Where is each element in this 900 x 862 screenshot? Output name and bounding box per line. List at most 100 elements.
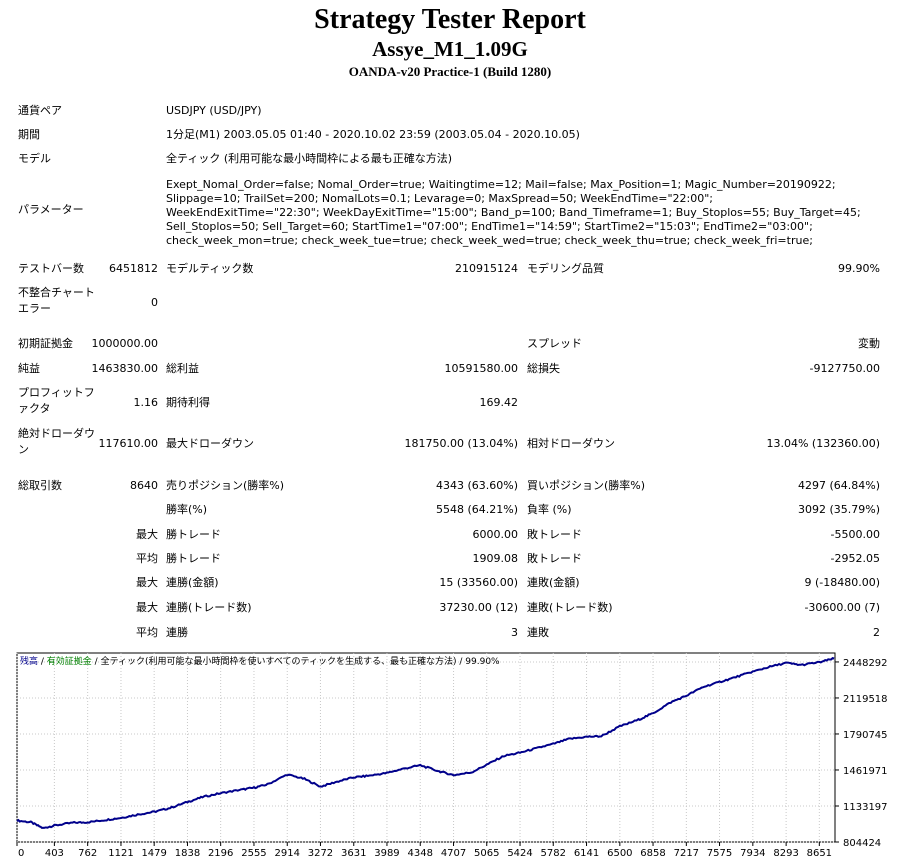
mismatch-label: 不整合チャートエラー: [18, 286, 95, 315]
bars-label: テストバー数: [18, 262, 84, 275]
x-tick-label: 5424: [507, 848, 532, 859]
y-tick-label: 1461971: [843, 766, 888, 777]
x-tick-label: 4348: [408, 848, 433, 859]
legend-separator: /: [38, 657, 47, 667]
quality-label: モデリング品質: [527, 262, 604, 275]
legend-quality: 99.90%: [465, 657, 500, 667]
avg-win-value: 1909.08: [472, 552, 519, 565]
max-drawdown-value: 181750.00 (13.04%): [404, 437, 518, 450]
legend-balance: 残高: [20, 655, 38, 667]
avg-cons-losses-label: 連敗: [527, 626, 549, 639]
gross-loss-value: -9127750.00: [809, 362, 880, 375]
y-tick-label: 2448292: [843, 658, 888, 669]
ticks-label: モデルティック数: [166, 262, 254, 275]
net-profit-label: 純益: [18, 362, 40, 375]
x-tick-label: 6500: [607, 848, 632, 859]
x-tick-label: 5782: [541, 848, 566, 859]
abs-drawdown-value: 117610.00: [98, 437, 159, 450]
long-positions-value: 4297 (64.84%): [797, 479, 880, 492]
x-tick-label: 3631: [341, 848, 366, 859]
symbol-label: 通貨ペア: [18, 104, 62, 117]
largest-loss-value: -5500.00: [830, 528, 880, 541]
expected-payoff-label: 期待利得: [166, 396, 210, 409]
legend-margin: 有効証拠金: [47, 655, 92, 667]
x-tick-label: 6858: [640, 848, 665, 859]
legend-model: 全ティック(利用可能な最小時間枠を使いすべてのティックを生成する、最も正確な方法…: [101, 655, 457, 667]
gross-loss-label: 総損失: [527, 362, 560, 375]
period-label: 期間: [18, 128, 40, 141]
expected-payoff-value: 169.42: [479, 396, 519, 409]
x-tick-label: 6141: [574, 848, 599, 859]
cons-profit-value: 37230.00 (12): [439, 601, 518, 614]
model-value: 全ティック (利用可能な最小時間枠による最も正確な方法): [166, 152, 453, 165]
avg-win-label: 勝トレード: [166, 552, 221, 565]
legend-separator: /: [457, 657, 466, 667]
x-tick-label: 8293: [773, 848, 798, 859]
x-tick-label: 403: [45, 848, 64, 859]
x-axis-ticks: 0 403 762 1121 1479 1838 2196 2555 2914 3272 3631 3…: [16, 842, 832, 859]
y-axis-ticks: 804424 1133197 1461971 1790745 2119518 244829…: [835, 658, 888, 849]
deposit-value: 1000000.00: [91, 337, 158, 350]
bars-value: 6451812: [109, 262, 158, 275]
model-label: モデル: [18, 152, 51, 165]
balance-line: [16, 656, 835, 829]
max-word: 最大: [136, 576, 158, 589]
profit-trades-value: 5548 (64.21%): [435, 503, 518, 516]
largest-win-value: 6000.00: [472, 528, 519, 541]
cons-wins-money-label: 連勝(金額): [166, 576, 219, 589]
cons-wins-money-value: 15 (33560.00): [439, 576, 518, 589]
abs-drawdown-label: 絶対ドローダウン: [18, 427, 95, 456]
total-trades-label: 総取引数: [18, 479, 62, 492]
x-tick-label: 7934: [740, 848, 765, 859]
x-tick-label: 2555: [241, 848, 266, 859]
x-tick-label: 5065: [474, 848, 499, 859]
gross-profit-label: 総利益: [166, 362, 199, 375]
cons-losses-money-label: 連敗(金額): [527, 576, 580, 589]
y-tick-label: 1133197: [843, 802, 888, 813]
short-positions-label: 売りポジション(勝率%): [166, 479, 285, 492]
short-positions-value: 4343 (63.60%): [435, 479, 518, 492]
x-tick-label: 3272: [308, 848, 333, 859]
profit-factor-value: 1.16: [133, 396, 159, 409]
cons-loss-label: 連敗(トレード数): [527, 601, 613, 614]
spread-label: スプレッド: [527, 337, 582, 350]
x-tick-label: 0: [18, 848, 24, 859]
avg-word: 平均: [136, 552, 158, 565]
x-tick-label: 2196: [208, 848, 233, 859]
symbol-value: USDJPY (USD/JPY): [166, 104, 262, 117]
legend-separator: /: [92, 657, 101, 667]
spread-value: 変動: [858, 337, 880, 350]
max-word: 最大: [136, 528, 158, 541]
x-tick-label: 1838: [175, 848, 200, 859]
avg-cons-losses-value: 2: [873, 626, 880, 639]
params-value: Exept_Nomal_Order=false; Nomal_Order=tru…: [166, 178, 861, 247]
balance-chart: 残高 / 有効証拠金 / 全ティック(利用可能な最小時間枠を使いすべてのティック…: [16, 652, 888, 859]
loss-trades-label: 負率 (%): [527, 503, 572, 516]
deposit-label: 初期証拠金: [18, 337, 73, 350]
avg-loss-value: -2952.05: [830, 552, 880, 565]
avg-word: 平均: [136, 626, 158, 639]
report-title: Strategy Tester Report: [314, 4, 586, 35]
period-value: 1分足(M1) 2003.05.05 01:40 - 2020.10.02 23…: [166, 128, 580, 141]
ticks-value: 210915124: [455, 262, 518, 275]
cons-losses-money-value: 9 (-18480.00): [804, 576, 880, 589]
avg-loss-label: 敗トレード: [527, 552, 582, 565]
x-tick-label: 762: [78, 848, 97, 859]
x-tick-label: 1479: [141, 848, 166, 859]
long-positions-label: 買いポジション(勝率%): [527, 479, 646, 492]
y-tick-label: 804424: [843, 838, 881, 849]
x-tick-label: 8651: [807, 848, 832, 859]
cons-profit-label: 連勝(トレード数): [166, 601, 252, 614]
profit-trades-label: 勝率(%): [166, 503, 208, 516]
avg-cons-wins-label: 連勝: [166, 626, 188, 639]
chart-legend: 残高 / 有効証拠金 / 全ティック(利用可能な最小時間枠を使いすべてのティック…: [20, 655, 500, 667]
net-profit-value: 1463830.00: [91, 362, 158, 375]
loss-trades-value: 3092 (35.79%): [797, 503, 880, 516]
server-build: OANDA-v20 Practice-1 (Build 1280): [348, 64, 552, 79]
total-trades-value: 8640: [130, 479, 158, 492]
x-tick-label: 7575: [707, 848, 732, 859]
x-tick-label: 3989: [374, 848, 399, 859]
avg-cons-wins-value: 3: [511, 626, 518, 639]
rel-drawdown-label: 相対ドローダウン: [527, 437, 615, 450]
expert-name: Assye_M1_1.09G: [372, 37, 528, 61]
